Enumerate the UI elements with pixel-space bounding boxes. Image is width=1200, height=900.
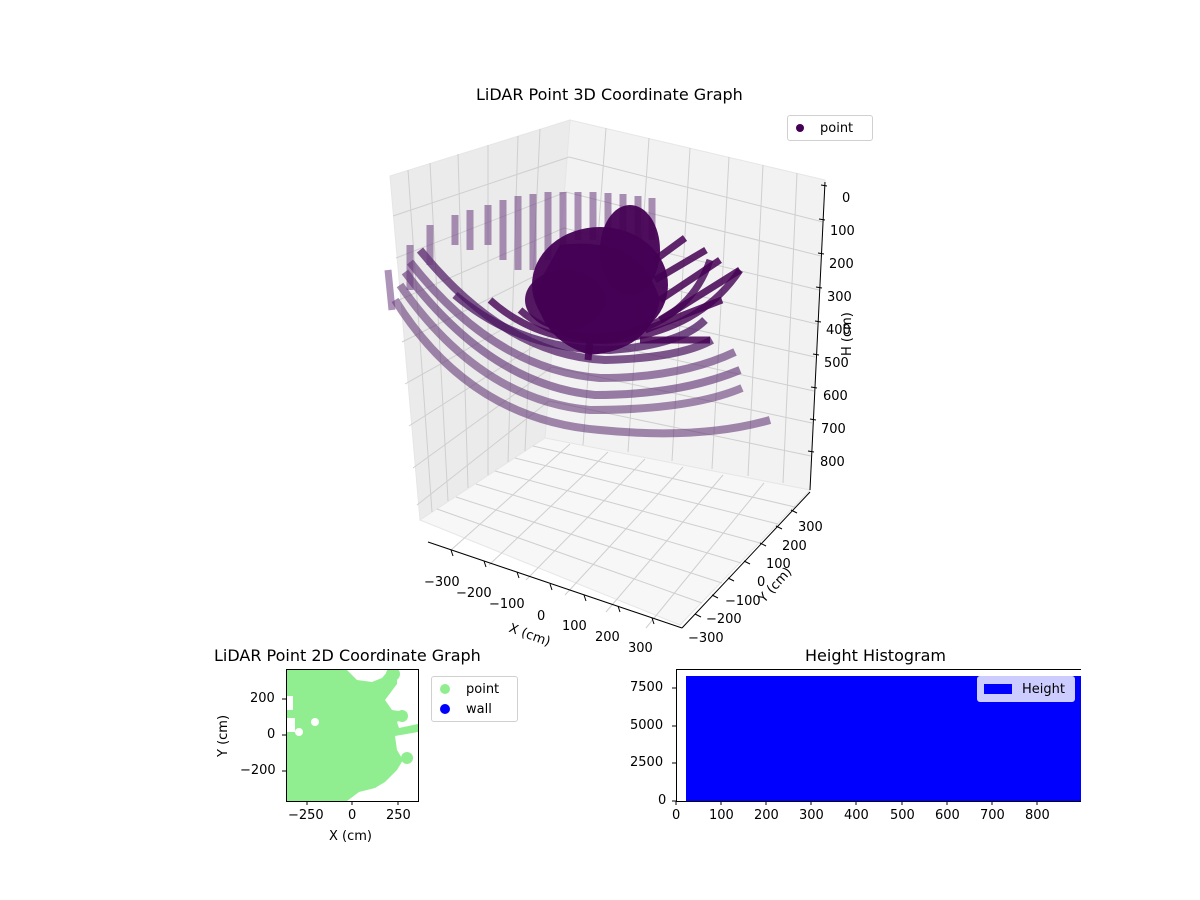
hist-x-tick-500: 500 — [890, 808, 915, 823]
hist-legend: Height — [977, 676, 1075, 702]
hist-y-tick-5000: 5000 — [630, 718, 664, 733]
plot3d-y-tick-6: 300 — [798, 520, 823, 535]
plot2d-title: LiDAR Point 2D Coordinate Graph — [214, 646, 481, 665]
plot2d-x-tick-250: 250 — [386, 808, 411, 823]
hist-x-tick-200: 200 — [754, 808, 779, 823]
plot3d-x-tick-1: −200 — [456, 586, 492, 601]
plot2d-legend: point wall — [431, 676, 518, 722]
hist-y-tick-0: 0 — [658, 793, 667, 808]
plot3d-y-tick-5: 200 — [782, 539, 807, 554]
plot3d-x-tick-3: 0 — [537, 609, 546, 624]
plot2d-y-tick-0: 0 — [267, 727, 276, 742]
legend-item-wall: wall — [432, 699, 517, 719]
hist-x-tick-600: 600 — [935, 808, 960, 823]
hist-y-tick-2500: 2500 — [630, 755, 664, 770]
plot2d-ticks — [282, 698, 399, 805]
height-swatch-icon — [984, 684, 1012, 694]
plot3d-x-tick-5: 200 — [595, 630, 620, 645]
plot3d-x-tick-0: −300 — [424, 575, 460, 590]
point-marker-icon — [796, 124, 804, 132]
legend-item-point: point — [432, 679, 517, 699]
plot3d-y-tick-3: 0 — [757, 575, 766, 590]
plot2d-y-tick-200: 200 — [250, 691, 275, 706]
wall-marker-icon — [440, 704, 450, 714]
point-cloud — [384, 192, 772, 438]
plot2d-x-tick-neg250: −250 — [288, 808, 324, 823]
plot3d-legend: point — [787, 115, 873, 141]
plot2d-xlabel: X (cm) — [329, 829, 372, 844]
plot3d-y-tick-1: −200 — [706, 612, 742, 627]
hist-title: Height Histogram — [805, 646, 946, 665]
hist-x-tick-100: 100 — [709, 808, 734, 823]
plot3d-y-tick-2: −100 — [725, 594, 761, 609]
hist-x-tick-0: 0 — [672, 808, 681, 823]
plot3d-y-tick-4: 100 — [766, 557, 791, 572]
plot2d-axes — [286, 669, 419, 802]
plot3d-x-tick-6: 300 — [628, 641, 653, 656]
plot2d-scatter — [287, 670, 418, 801]
plot3d-z-ticks: 0 100 200 300 400 500 600 700 800 — [820, 191, 855, 470]
hist-ticks — [672, 687, 1038, 805]
plot2d-ylabel: Y (cm) — [216, 714, 231, 757]
hist-x-tick-300: 300 — [799, 808, 824, 823]
plot2d-y-tick-neg200: −200 — [240, 763, 276, 778]
legend-item-point: point — [788, 118, 872, 138]
hist-x-tick-700: 700 — [980, 808, 1005, 823]
plot3d-x-tick-2: −100 — [489, 597, 525, 612]
hist-x-tick-400: 400 — [844, 808, 869, 823]
plot3d-title: LiDAR Point 3D Coordinate Graph — [476, 85, 743, 104]
plot2d-x-tick-0: 0 — [348, 808, 357, 823]
point-marker-icon — [440, 684, 450, 694]
plot3d-zlabel: H (cm) — [840, 312, 855, 356]
hist-x-tick-800: 800 — [1025, 808, 1050, 823]
plot3d-x-tick-4: 100 — [562, 619, 587, 634]
hist-y-tick-7500: 7500 — [630, 680, 664, 695]
plot3d-y-tick-0: −300 — [688, 631, 724, 646]
